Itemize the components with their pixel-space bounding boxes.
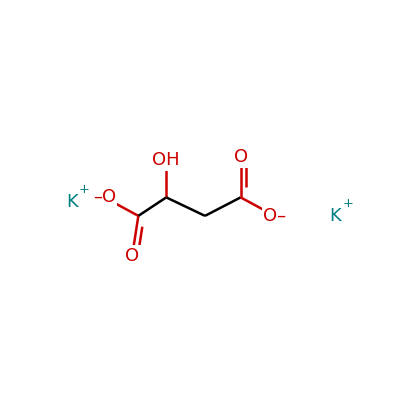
Text: +: + <box>342 197 353 210</box>
Text: +: + <box>79 183 90 196</box>
Text: O: O <box>125 247 139 265</box>
Text: –O: –O <box>93 188 116 206</box>
Text: O: O <box>234 148 248 166</box>
Text: K: K <box>66 193 78 211</box>
Text: O–: O– <box>263 207 286 225</box>
Text: K: K <box>329 207 341 225</box>
Text: OH: OH <box>152 152 180 170</box>
